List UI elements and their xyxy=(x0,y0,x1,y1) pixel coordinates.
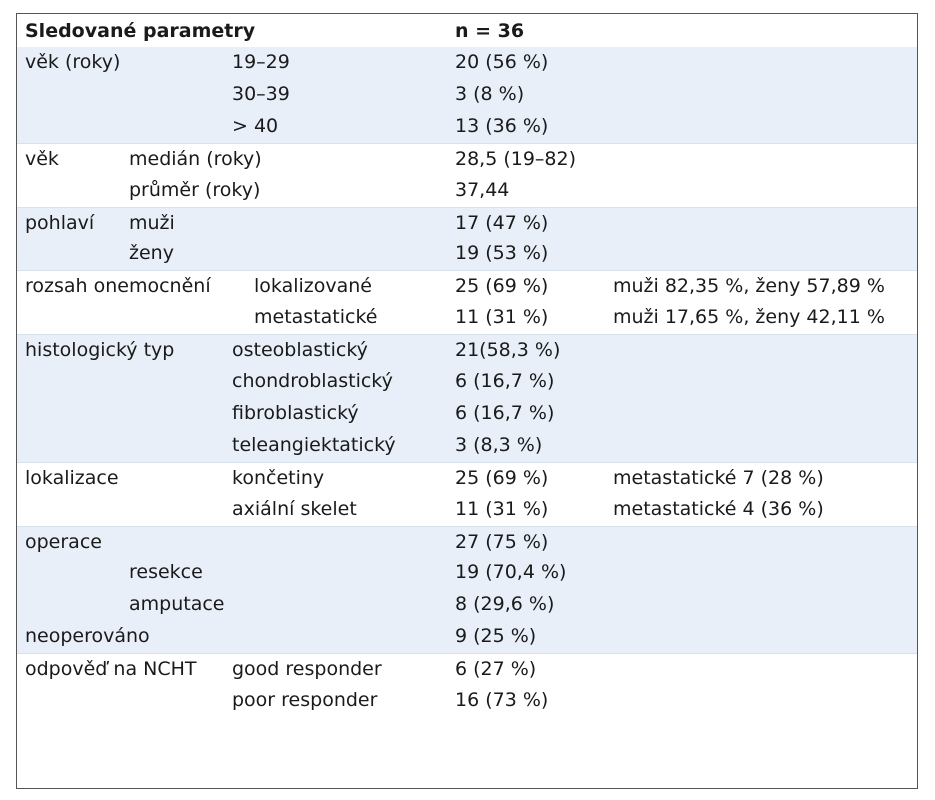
row-count: 21(58,3 %) xyxy=(455,339,561,362)
row-sublabel: muži xyxy=(129,211,175,234)
row-count: 16 (73 %) xyxy=(455,689,549,711)
row-sublabel: 30–39 xyxy=(232,82,290,105)
row-count: 25 (69 %) xyxy=(455,466,549,489)
row-label: věk xyxy=(25,147,59,170)
table-row: > 40 13 (36 %) xyxy=(17,110,917,143)
row-label: věk (roky) xyxy=(25,51,121,73)
table-row: amputace 8 (29,6 %) xyxy=(17,589,917,622)
row-label: neoperováno xyxy=(25,625,150,648)
table-row: 30–39 3 (8 %) xyxy=(17,78,917,111)
table-row: operace 27 (75 %) xyxy=(17,525,917,559)
row-sublabel: 19–29 xyxy=(232,51,290,73)
table-row: odpověď na NCHT good responder 6 (27 %) xyxy=(17,653,917,686)
row-label: rozsah onemocnění xyxy=(25,275,211,298)
row-count: 27 (75 %) xyxy=(455,530,549,553)
row-count: 37,44 xyxy=(455,178,510,201)
row-note: metastatické 7 (28 %) xyxy=(613,466,824,489)
table-row: věk (roky) 19–29 20 (56 %) xyxy=(17,47,917,79)
row-sublabel: poor responder xyxy=(232,689,378,711)
row-count: 19 (53 %) xyxy=(455,242,549,265)
row-count: 20 (56 %) xyxy=(455,51,549,73)
row-sublabel: lokalizované xyxy=(254,275,372,298)
table-row: ženy 19 (53 %) xyxy=(17,238,917,271)
table-row: lokalizace končetiny 25 (69 %) metastatické… xyxy=(17,461,917,495)
table-row: věk medián (roky) 28,5 (19–82) xyxy=(17,142,917,176)
table-row: histologický typ osteoblastický 21(58,3 %) xyxy=(17,334,917,368)
table-row: průměr (roky) 37,44 xyxy=(17,175,917,207)
row-count: 9 (25 %) xyxy=(455,625,537,648)
row-label: pohlaví xyxy=(25,211,95,234)
row-sublabel: metastatické xyxy=(254,306,378,329)
row-sublabel: resekce xyxy=(129,561,203,584)
row-sublabel: good responder xyxy=(232,658,382,681)
row-sublabel: průměr (roky) xyxy=(129,178,261,201)
row-count: 6 (16,7 %) xyxy=(455,401,555,424)
row-count: 28,5 (19–82) xyxy=(455,147,577,170)
header-parameters: Sledované parametry xyxy=(25,20,256,42)
row-label: lokalizace xyxy=(25,466,119,489)
table-row: axiální skelet 11 (31 %) metastatické 4 (3… xyxy=(17,494,917,526)
table-row: chondroblastický 6 (16,7 %) xyxy=(17,366,917,398)
table-header-row: Sledované parametry n = 36 xyxy=(17,16,917,47)
table-row: teleangiektatický 3 (8,3 %) xyxy=(17,429,917,462)
row-sublabel: fibroblastický xyxy=(232,401,359,424)
row-label: operace xyxy=(25,530,102,553)
row-note: muži 82,35 %, ženy 57,89 % xyxy=(613,275,885,298)
table-body: Sledované parametry n = 36 věk (roky) 19–… xyxy=(17,14,917,788)
row-count: 13 (36 %) xyxy=(455,114,549,137)
row-label: histologický typ xyxy=(25,339,175,362)
row-sublabel: chondroblastický xyxy=(232,370,393,392)
row-sublabel: teleangiektatický xyxy=(232,433,396,456)
row-sublabel: amputace xyxy=(129,593,225,616)
row-count: 3 (8 %) xyxy=(455,82,525,105)
row-sublabel: končetiny xyxy=(232,466,325,489)
row-note: muži 17,65 %, ženy 42,11 % xyxy=(613,306,885,329)
row-count: 8 (29,6 %) xyxy=(455,593,555,616)
parameters-table: Sledované parametry n = 36 věk (roky) 19–… xyxy=(16,13,918,789)
row-count: 11 (31 %) xyxy=(455,306,549,329)
row-sublabel: ženy xyxy=(129,242,174,265)
table-row: neoperováno 9 (25 %) xyxy=(17,621,917,654)
row-count: 17 (47 %) xyxy=(455,211,549,234)
table-row: metastatické 11 (31 %) muži 17,65 %, ženy … xyxy=(17,302,917,334)
row-count: 19 (70,4 %) xyxy=(455,561,567,584)
row-count: 6 (27 %) xyxy=(455,658,537,681)
table-row: pohlaví muži 17 (47 %) xyxy=(17,206,917,240)
row-count: 25 (69 %) xyxy=(455,275,549,298)
row-count: 3 (8,3 %) xyxy=(455,433,543,456)
row-sublabel: osteoblastický xyxy=(232,339,368,362)
table-row: poor responder 16 (73 %) xyxy=(17,685,917,717)
row-sublabel: > 40 xyxy=(232,114,279,137)
row-note: metastatické 4 (36 %) xyxy=(613,497,824,520)
table-row: rozsah onemocnění lokalizované 25 (69 %) mu… xyxy=(17,270,917,303)
row-count: 6 (16,7 %) xyxy=(455,370,555,392)
table-row: resekce 19 (70,4 %) xyxy=(17,557,917,590)
table-row: fibroblastický 6 (16,7 %) xyxy=(17,397,917,430)
row-count: 11 (31 %) xyxy=(455,497,549,520)
row-label: odpověď na NCHT xyxy=(25,658,197,681)
row-sublabel: medián (roky) xyxy=(129,147,262,170)
header-count: n = 36 xyxy=(455,20,525,42)
row-sublabel: axiální skelet xyxy=(232,497,357,520)
